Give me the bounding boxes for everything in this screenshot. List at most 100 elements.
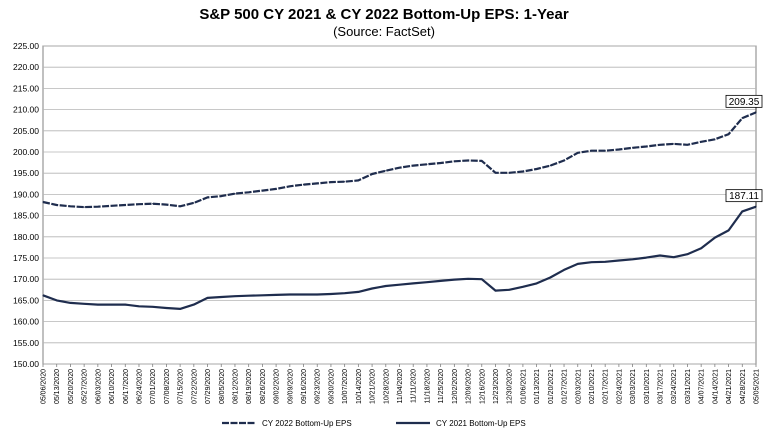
data-point — [686, 144, 689, 146]
data-point — [549, 165, 551, 167]
data-point — [453, 279, 455, 281]
data-point — [152, 306, 154, 308]
data-point — [700, 247, 702, 249]
plot-frame — [42, 45, 757, 365]
data-point — [453, 160, 455, 162]
y-tick-label: 190.00 — [13, 189, 39, 199]
data-point — [590, 261, 593, 263]
data-point — [83, 303, 85, 305]
data-point — [261, 190, 263, 192]
data-point — [165, 307, 167, 309]
plot-area — [42, 45, 757, 365]
x-tick-label: 12/02/2020 — [452, 369, 459, 404]
data-point — [124, 304, 126, 306]
data-point — [632, 147, 634, 149]
data-point — [440, 280, 442, 282]
x-tick-label: 04/14/2021 — [712, 369, 719, 404]
x-tick-label: 01/06/2021 — [520, 369, 527, 404]
data-point — [741, 210, 743, 212]
data-point — [344, 181, 346, 183]
x-tick-label: 07/29/2020 — [205, 369, 212, 404]
y-tick-label: 180.00 — [13, 232, 39, 242]
data-point — [220, 296, 222, 298]
data-point — [357, 291, 359, 293]
callout-value-label: 209.35 — [729, 97, 760, 108]
data-point — [412, 165, 414, 167]
data-point — [234, 295, 236, 297]
x-tick-label: 05/27/2020 — [82, 369, 89, 404]
x-tick-label: 05/06/2020 — [41, 369, 48, 404]
data-point — [467, 278, 469, 280]
x-tick-label: 07/15/2020 — [178, 369, 185, 404]
data-point — [83, 206, 85, 208]
legend-label: CY 2021 Bottom-Up EPS — [436, 419, 526, 428]
x-tick-label: 10/07/2020 — [342, 369, 349, 404]
y-tick-label: 220.00 — [13, 62, 39, 72]
data-point — [124, 204, 126, 206]
y-tick-label: 215.00 — [13, 83, 39, 93]
x-tick-label: 02/17/2021 — [603, 369, 610, 404]
x-tick-label: 10/21/2020 — [370, 369, 377, 404]
data-point — [330, 293, 332, 295]
data-point — [69, 205, 71, 207]
x-tick-label: 06/10/2020 — [109, 369, 116, 404]
data-point — [302, 293, 305, 296]
data-point — [111, 205, 113, 207]
x-tick-label: 04/28/2021 — [740, 369, 747, 404]
data-point — [357, 179, 359, 181]
data-point — [728, 133, 730, 135]
data-point — [42, 294, 44, 296]
x-tick-label: 08/26/2020 — [260, 369, 267, 404]
x-tick-label: 10/28/2020 — [383, 369, 390, 404]
data-point — [398, 284, 401, 286]
data-point — [590, 150, 593, 152]
x-tick-label: 11/18/2020 — [424, 369, 431, 404]
data-point — [522, 170, 524, 173]
data-point — [138, 305, 140, 307]
data-point — [111, 304, 113, 306]
data-point — [371, 173, 373, 175]
data-point — [69, 302, 71, 304]
x-tick-label: 02/24/2021 — [616, 369, 623, 404]
x-tick-label: 05/13/2020 — [54, 369, 61, 404]
data-point — [248, 191, 250, 193]
x-tick-label: 11/25/2020 — [438, 369, 445, 404]
x-tick-label: 04/21/2021 — [726, 369, 733, 404]
x-tick-label: 03/17/2021 — [658, 369, 665, 404]
x-tick-label: 07/08/2020 — [164, 369, 171, 404]
data-point — [508, 289, 510, 291]
data-point — [522, 286, 524, 288]
x-tick-label: 08/12/2020 — [232, 369, 239, 404]
x-tick-label: 05/05/2021 — [754, 369, 761, 404]
x-tick-label: 03/03/2021 — [630, 369, 637, 404]
callout-box — [725, 94, 763, 108]
data-point — [686, 253, 689, 255]
data-point — [179, 308, 181, 310]
x-tick-label: 01/27/2021 — [562, 369, 569, 404]
x-tick-label: 06/17/2020 — [123, 369, 130, 404]
data-point — [426, 281, 428, 283]
data-point — [645, 257, 647, 259]
x-tick-label: 09/09/2020 — [287, 369, 294, 404]
y-tick-label: 175.00 — [13, 253, 39, 263]
data-point — [275, 294, 277, 296]
data-point — [440, 162, 442, 164]
data-point — [577, 263, 579, 265]
x-tick-label: 08/05/2020 — [219, 369, 226, 404]
data-point — [714, 138, 716, 140]
x-axis-ticks: 05/06/2020 05/13/2020 05/20/2020 05/27/2020… — [41, 364, 761, 404]
data-point — [536, 282, 538, 284]
y-tick-label: 205.00 — [13, 126, 39, 136]
y-tick-label: 200.00 — [13, 147, 39, 157]
series-lines — [42, 111, 757, 310]
data-point — [234, 193, 236, 195]
data-point — [97, 206, 99, 208]
data-point — [385, 170, 387, 172]
data-point — [152, 203, 154, 205]
data-point — [481, 160, 483, 162]
y-tick-label: 185.00 — [13, 211, 39, 221]
legend: CY 2022 Bottom-Up EPS CY 2021 Bottom-Up E… — [222, 419, 526, 428]
x-tick-label: 09/16/2020 — [301, 369, 308, 404]
x-tick-label: 07/01/2020 — [150, 369, 157, 404]
x-tick-label: 11/04/2020 — [397, 369, 404, 404]
